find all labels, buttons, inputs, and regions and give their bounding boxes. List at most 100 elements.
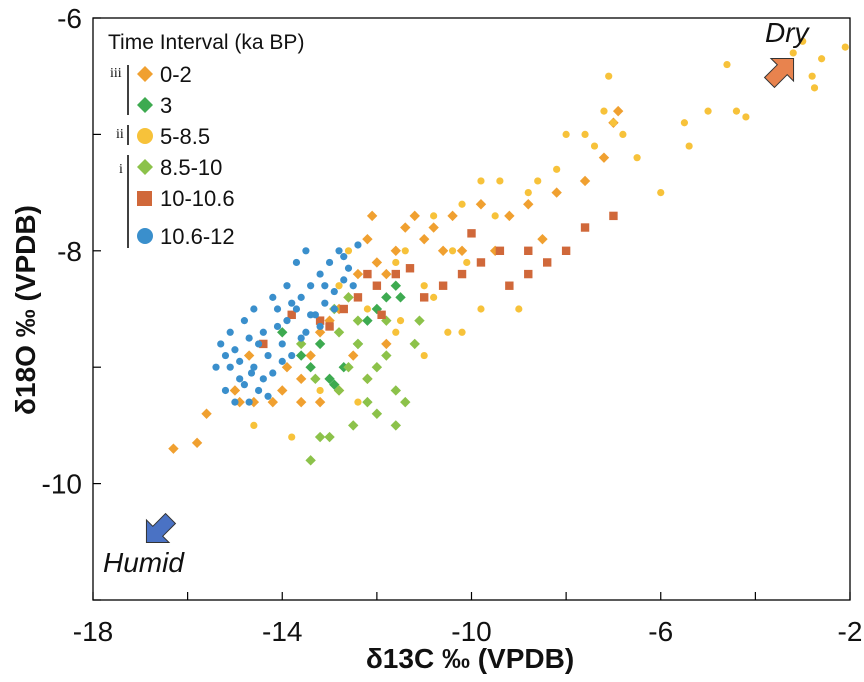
x-tick-label: -2 bbox=[838, 616, 863, 647]
data-point-10-10.6 bbox=[259, 339, 268, 349]
data-point-0-2 bbox=[418, 233, 430, 245]
data-point-10-10.6 bbox=[405, 264, 415, 273]
data-point-0-2 bbox=[362, 233, 373, 245]
data-point-8.5-10 bbox=[348, 420, 359, 431]
data-point-10-10.6 bbox=[476, 258, 486, 267]
data-point-10.6-12 bbox=[302, 328, 310, 336]
data-point-10.6-12 bbox=[236, 375, 244, 383]
data-point-10-10.6 bbox=[438, 281, 448, 290]
data-point-10.6-12 bbox=[316, 270, 324, 278]
data-point-0-2 bbox=[295, 396, 307, 408]
data-point-10.6-12 bbox=[302, 247, 310, 255]
data-point-8.5-10 bbox=[310, 373, 321, 385]
data-point-10.6-12 bbox=[236, 357, 244, 365]
data-point-10.6-12 bbox=[297, 293, 305, 301]
data-point-8.5-10 bbox=[352, 315, 364, 326]
data-point-10.6-12 bbox=[269, 293, 277, 301]
data-point-0-2 bbox=[281, 362, 293, 373]
data-point-0-2 bbox=[168, 443, 179, 454]
data-point-0-2 bbox=[381, 268, 392, 280]
data-point-0-2 bbox=[612, 105, 624, 117]
data-point-0-2 bbox=[191, 437, 203, 449]
humid-arrow bbox=[145, 512, 177, 544]
data-point-8.5-10 bbox=[371, 408, 383, 419]
data-point-10.6-12 bbox=[278, 340, 286, 348]
data-point-0-2 bbox=[352, 268, 364, 280]
data-point-5-8.5 bbox=[496, 177, 504, 185]
data-point-10.6-12 bbox=[259, 328, 267, 336]
data-point-5-8.5 bbox=[477, 177, 485, 185]
data-point-5-8.5 bbox=[742, 113, 750, 121]
data-point-0-2 bbox=[537, 233, 548, 245]
legend-marker-10-10.6 bbox=[137, 191, 152, 206]
data-point-8.5-10 bbox=[400, 396, 411, 408]
legend-marker-3 bbox=[137, 97, 153, 113]
legend-marker-10.6-12 bbox=[137, 228, 153, 244]
data-point-5-8.5 bbox=[392, 258, 400, 267]
humid-label: Humid bbox=[103, 547, 185, 578]
data-point-5-8.5 bbox=[463, 258, 471, 267]
data-point-10-10.6 bbox=[391, 269, 400, 279]
data-point-5-8.5 bbox=[515, 305, 523, 313]
x-tick-label: -18 bbox=[73, 616, 113, 647]
data-point-3 bbox=[277, 327, 288, 338]
data-point-8.5-10 bbox=[324, 431, 335, 443]
data-point-10-10.6 bbox=[339, 304, 348, 314]
data-point-8.5-10 bbox=[305, 455, 316, 466]
data-point-0-2 bbox=[504, 210, 515, 222]
data-point-0-2 bbox=[243, 350, 255, 361]
data-point-10.6-12 bbox=[254, 386, 263, 395]
data-point-5-8.5 bbox=[562, 130, 570, 138]
data-point-10.6-12 bbox=[231, 398, 239, 406]
data-point-5-8.5 bbox=[430, 212, 438, 220]
data-point-5-8.5 bbox=[810, 84, 819, 92]
data-point-8.5-10 bbox=[409, 338, 420, 350]
data-point-8.5-10 bbox=[352, 338, 364, 350]
data-point-5-8.5 bbox=[316, 386, 324, 395]
legend-group-label-i: i bbox=[119, 162, 123, 177]
data-point-10.6-12 bbox=[330, 287, 338, 296]
data-point-10.6-12 bbox=[264, 392, 272, 400]
data-point-10.6-12 bbox=[231, 346, 239, 354]
data-points bbox=[168, 37, 849, 466]
data-point-8.5-10 bbox=[381, 350, 392, 361]
data-point-10.6-12 bbox=[240, 381, 248, 389]
y-axis-title: δ18O ‰ (VPDB) bbox=[10, 205, 41, 415]
legend-entry-10.6-12: 10.6-12 bbox=[160, 224, 235, 249]
data-point-8.5-10 bbox=[333, 327, 345, 338]
tick-labels: -18 -14 -10 -6 -2 -6 -8 -10 bbox=[42, 3, 863, 647]
legend-entry-5-8.5: 5-8.5 bbox=[160, 124, 210, 149]
legend: Time Interval (ka BP) iii ii i 0-2 3 5-8… bbox=[108, 31, 304, 249]
data-point-5-8.5 bbox=[448, 247, 457, 255]
data-point-5-8.5 bbox=[458, 328, 466, 336]
data-point-10.6-12 bbox=[250, 363, 258, 371]
data-point-0-2 bbox=[295, 373, 307, 385]
data-point-10-10.6 bbox=[457, 269, 467, 279]
data-point-0-2 bbox=[267, 396, 278, 408]
dry-arrow bbox=[763, 57, 795, 89]
data-point-10.6-12 bbox=[212, 363, 220, 371]
data-point-0-2 bbox=[579, 175, 591, 187]
data-point-5-8.5 bbox=[723, 60, 731, 69]
data-point-5-8.5 bbox=[420, 351, 428, 360]
data-point-10-10.6 bbox=[609, 211, 618, 221]
data-point-5-8.5 bbox=[704, 107, 712, 115]
data-point-5-8.5 bbox=[732, 107, 741, 115]
data-point-5-8.5 bbox=[396, 317, 405, 325]
legend-entry-3: 3 bbox=[160, 93, 172, 118]
data-point-5-8.5 bbox=[590, 142, 599, 150]
data-point-0-2 bbox=[447, 210, 458, 222]
x-axis-title: δ13C ‰ (VPDB) bbox=[366, 643, 574, 674]
y-tick-label: -10 bbox=[42, 469, 82, 500]
data-point-5-8.5 bbox=[288, 433, 296, 441]
legend-entry-10-10.6: 10-10.6 bbox=[160, 186, 235, 211]
data-point-10.6-12 bbox=[307, 311, 315, 319]
data-point-8.5-10 bbox=[414, 315, 425, 326]
data-point-0-2 bbox=[314, 396, 326, 408]
data-point-5-8.5 bbox=[600, 107, 608, 115]
data-point-0-2 bbox=[428, 222, 439, 233]
data-point-10.6-12 bbox=[340, 253, 348, 261]
data-point-5-8.5 bbox=[581, 130, 589, 138]
data-point-10.6-12 bbox=[278, 357, 286, 365]
